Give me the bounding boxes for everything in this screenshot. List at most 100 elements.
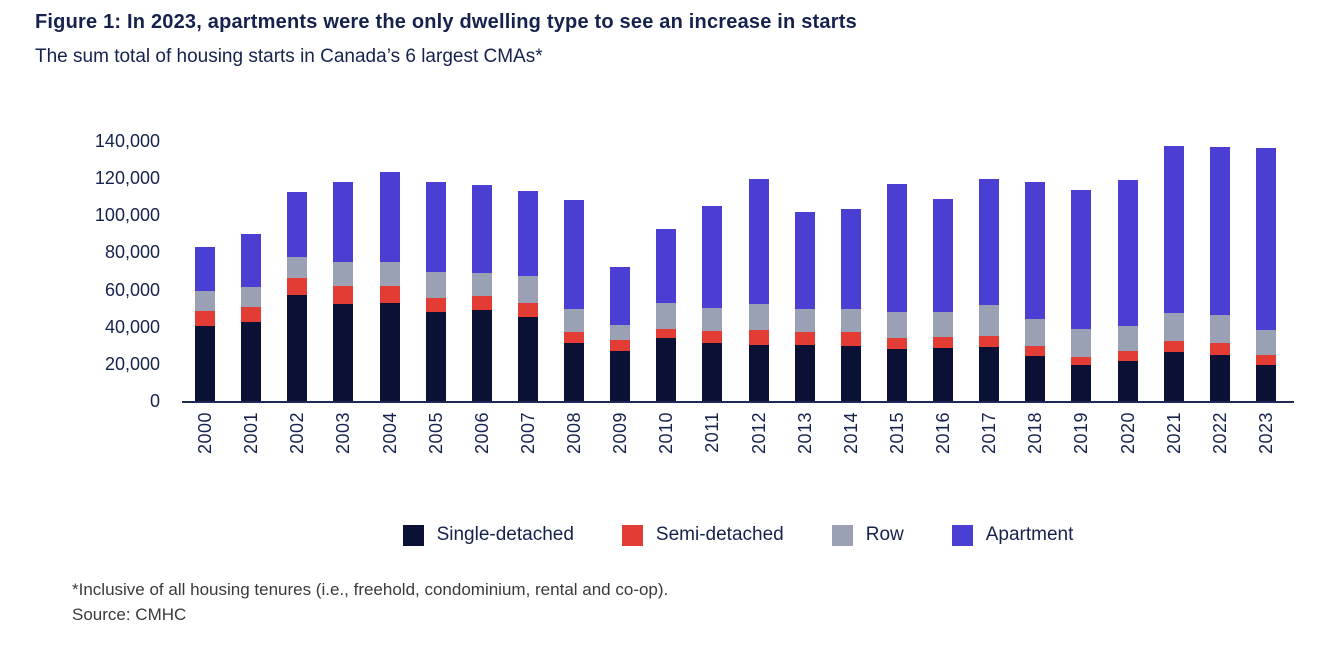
bar-2008 <box>564 199 585 401</box>
y-tick-label-80-000: 80,000 <box>104 242 160 263</box>
segment-single-detached-2022 <box>1209 354 1230 401</box>
segment-single-detached-2017 <box>979 347 1000 401</box>
segment-row-2003 <box>333 261 354 286</box>
source-line: Source: CMHC <box>72 605 187 624</box>
y-tick-label-20-000: 20,000 <box>104 353 160 374</box>
segment-semi-detached-2002 <box>287 278 308 296</box>
bar-2010 <box>656 229 677 401</box>
segment-apartment-2003 <box>333 181 354 262</box>
legend-item-row: Row <box>831 524 904 546</box>
segment-single-detached-2000 <box>195 325 215 401</box>
segment-single-detached-2014 <box>840 346 861 401</box>
x-tick-label-2004: 2004 <box>379 412 400 455</box>
x-tick-label-2010: 2010 <box>656 412 677 455</box>
x-tick-label-2023: 2023 <box>1255 412 1276 455</box>
segment-apartment-2005 <box>425 181 446 272</box>
x-tick-label-2022: 2022 <box>1209 412 1230 455</box>
segment-apartment-2015 <box>886 183 907 312</box>
segment-apartment-2013 <box>794 211 815 310</box>
segment-semi-detached-2000 <box>195 310 215 326</box>
segment-apartment-2012 <box>748 179 769 305</box>
segment-row-2018 <box>1025 319 1046 347</box>
segment-apartment-2019 <box>1071 190 1092 329</box>
segment-row-2016 <box>933 311 954 337</box>
x-tick-label-2012: 2012 <box>748 412 769 455</box>
y-tick-label-140-000: 140,000 <box>94 131 160 151</box>
segment-row-2011 <box>702 308 723 332</box>
footnote-line: *Inclusive of all housing tenures (i.e.,… <box>72 580 669 599</box>
segment-row-2000 <box>195 290 215 311</box>
segment-apartment-2009 <box>610 267 631 325</box>
x-tick-label-2017: 2017 <box>979 412 1000 455</box>
plot-area <box>182 141 1294 403</box>
bar-2005 <box>425 181 446 401</box>
x-tick-label-2016: 2016 <box>933 412 954 455</box>
legend-label-apartment: Apartment <box>985 524 1074 545</box>
segment-row-2009 <box>610 324 631 340</box>
segment-apartment-2002 <box>287 192 308 258</box>
segment-row-2008 <box>564 309 585 333</box>
segment-single-detached-2019 <box>1071 364 1092 401</box>
bar-2012 <box>748 179 769 401</box>
y-tick-label-40-000: 40,000 <box>104 316 160 337</box>
x-tick-label-2009: 2009 <box>610 412 631 455</box>
segment-row-2007 <box>517 275 538 303</box>
segment-apartment-2004 <box>379 171 400 262</box>
segment-apartment-2017 <box>979 179 1000 306</box>
x-tick-label-2008: 2008 <box>564 412 585 455</box>
bar-2013 <box>794 211 815 401</box>
segment-row-2021 <box>1163 312 1184 341</box>
y-tick-label-0: 0 <box>149 391 160 411</box>
segment-semi-detached-2023 <box>1255 354 1276 365</box>
bar-2014 <box>840 208 861 401</box>
bar-2006 <box>471 184 492 401</box>
segment-row-2001 <box>241 286 262 308</box>
segment-single-detached-2021 <box>1163 351 1184 401</box>
segment-row-2022 <box>1209 314 1230 344</box>
segment-row-2015 <box>886 311 907 338</box>
segment-apartment-2008 <box>564 199 585 310</box>
segment-semi-detached-2015 <box>886 337 907 349</box>
x-tick-label-2000: 2000 <box>195 412 215 455</box>
footnote: *Inclusive of all housing tenures (i.e.,… <box>72 577 668 627</box>
segment-semi-detached-2005 <box>425 297 446 312</box>
segment-apartment-2000 <box>195 246 215 291</box>
segment-single-detached-2007 <box>517 317 538 401</box>
segment-single-detached-2012 <box>748 345 769 401</box>
legend-item-single-detached: Single-detached <box>402 524 574 546</box>
legend-label-single-detached: Single-detached <box>436 524 574 545</box>
legend-swatch-single-detached <box>402 524 424 546</box>
bar-2018 <box>1025 181 1046 401</box>
segment-single-detached-2020 <box>1117 361 1138 401</box>
segment-single-detached-2018 <box>1025 355 1046 401</box>
x-tick-label-2006: 2006 <box>471 412 492 455</box>
segment-single-detached-2013 <box>794 345 815 401</box>
bar-2022 <box>1209 146 1230 401</box>
segment-semi-detached-2007 <box>517 302 538 318</box>
x-tick-label-2002: 2002 <box>287 412 308 455</box>
bar-2019 <box>1071 190 1092 401</box>
x-tick-label-2018: 2018 <box>1025 412 1046 455</box>
segment-apartment-2023 <box>1255 147 1276 331</box>
segment-semi-detached-2017 <box>979 336 1000 348</box>
segment-single-detached-2010 <box>656 337 677 401</box>
segment-row-2010 <box>656 302 677 329</box>
legend-item-semi-detached: Semi-detached <box>621 524 784 546</box>
x-tick-label-2013: 2013 <box>794 412 815 455</box>
x-tick-label-2021: 2021 <box>1163 412 1184 455</box>
segment-single-detached-2004 <box>379 302 400 401</box>
bar-2017 <box>979 179 1000 401</box>
segment-row-2023 <box>1255 330 1276 355</box>
segment-apartment-2020 <box>1117 180 1138 326</box>
segment-row-2002 <box>287 257 308 279</box>
bar-2016 <box>933 198 954 401</box>
bar-2015 <box>886 183 907 401</box>
bar-2002 <box>287 192 308 401</box>
segment-single-detached-2008 <box>564 343 585 401</box>
segment-semi-detached-2020 <box>1117 350 1138 362</box>
y-tick-label-100-000: 100,000 <box>94 205 160 226</box>
segment-apartment-2021 <box>1163 145 1184 313</box>
legend-label-semi-detached: Semi-detached <box>655 524 784 545</box>
x-tick-label-2015: 2015 <box>886 412 907 455</box>
